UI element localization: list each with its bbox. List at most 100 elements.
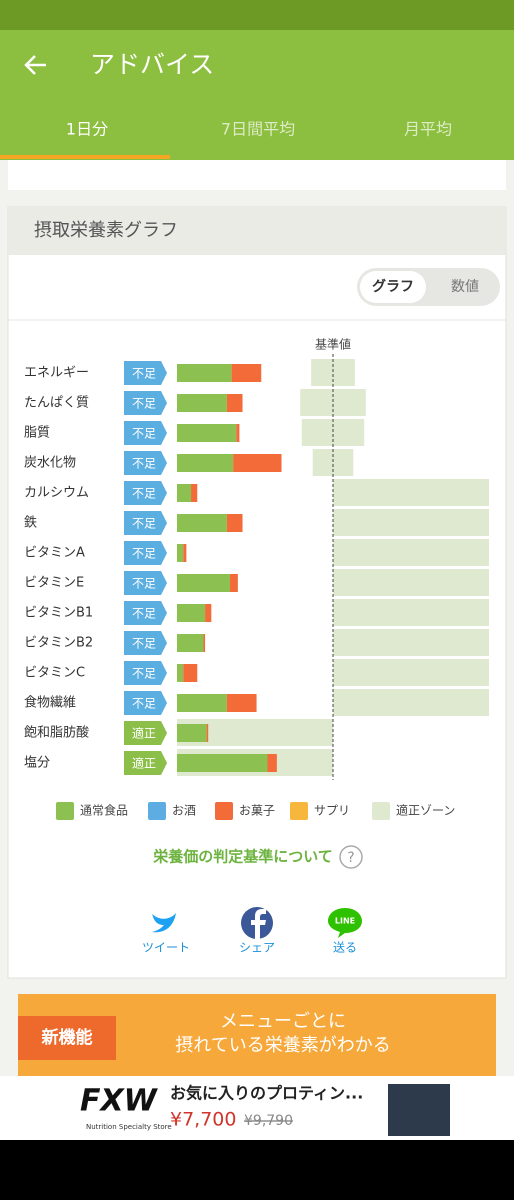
toggle-graph[interactable]: グラフ [372,278,414,295]
legend-label: お菓子 [239,804,275,818]
zone [333,479,489,506]
bar-segment [203,634,206,652]
share-line[interactable]: 送る [333,940,357,955]
line-icon[interactable] [328,908,362,938]
bar-segment [226,514,243,532]
zone [333,539,489,566]
bar-segment [183,664,198,682]
reference-label: 基準値 [315,337,351,352]
status-badge [124,571,167,595]
bar-segment [177,514,227,532]
nutrient-label: カルシウム [24,486,89,501]
nutrient-label: 塩分 [24,756,50,771]
toggle-values[interactable]: 数値 [451,279,479,295]
status-label: 適正 [132,727,156,741]
status-badge [124,481,167,505]
zone [333,689,489,716]
nutrient-label: ビタミンB2 [24,636,93,651]
bar-segment [177,664,184,682]
bar-segment [177,364,232,382]
help-icon[interactable] [339,845,363,869]
zone [333,659,489,686]
bar-segment [177,454,234,472]
status-badge [124,361,167,385]
legend-swatch [56,802,74,820]
back-button[interactable] [24,55,46,75]
status-label: 不足 [132,427,156,441]
card-header [8,207,506,255]
status-label: 不足 [132,637,156,651]
tab[interactable]: 月平均 [404,120,452,139]
bar-segment [177,694,227,712]
banner-badge-text: 新機能 [41,1027,93,1048]
nutrient-label: たんぱく質 [24,395,89,411]
zone [333,569,489,596]
bar-segment [177,394,227,412]
nutrient-label: 炭水化物 [24,455,76,471]
status-label: 不足 [132,367,156,381]
bar-segment [177,724,207,742]
legend-swatch [290,802,308,820]
app-title: アドバイス [90,50,214,79]
share-twitter[interactable]: ツイート [142,941,190,955]
bar-segment [226,394,243,412]
nutrient-label: 脂質 [24,425,50,441]
bar-segment [267,754,277,772]
bar-segment [177,544,184,562]
status-badge [124,511,167,535]
nutrient-label: ビタミンC [24,666,85,681]
bar-segment [177,604,206,622]
share-facebook[interactable]: シェア [239,941,275,955]
bar-segment [177,424,237,442]
toggle-active [360,271,426,303]
status-badge [124,721,167,745]
nutrient-label: 鉄 [24,516,37,531]
zone [333,509,489,536]
bar-segment [183,544,187,562]
status-label: 不足 [132,607,156,621]
banner-line: メニューごとに [220,1011,346,1032]
legend-label: 適正ゾーン [396,804,455,818]
status-label: 不足 [132,667,156,681]
bar-segment [233,454,282,472]
nutrient-label: 食物繊維 [24,695,76,711]
criteria-link[interactable]: 栄養価の判定基準について [152,848,333,866]
status-label: 不足 [132,397,156,411]
bar-segment [226,694,257,712]
status-badge [124,691,167,715]
bar-segment [177,634,204,652]
status-label: 不足 [132,697,156,711]
status-badge [124,601,167,625]
legend-swatch [372,802,390,820]
ad-image [388,1084,450,1136]
twitter-icon[interactable] [152,913,176,933]
bar-segment [177,484,192,502]
ad-brand: FXW [80,1084,159,1119]
card-title: 摂取栄養素グラフ [34,220,178,241]
tab[interactable]: 1日分 [66,120,108,139]
line-icon-text: LINE [335,917,355,926]
status-badge [124,631,167,655]
app-bar [0,30,514,160]
nutrient-label: ビタミンA [24,546,85,561]
facebook-glyph [251,909,266,939]
status-label: 不足 [132,577,156,591]
legend-label: サプリ [314,804,350,818]
bar-segment [177,574,231,592]
tab[interactable]: 7日間平均 [221,120,295,139]
banner-badge [18,1016,116,1060]
status-badge [124,541,167,565]
prev-card [8,160,506,190]
banner-line: 摂れている栄養素がわかる [175,1035,390,1056]
bar-segment [205,604,212,622]
status-badge [124,421,167,445]
nutrient-label: 飽和脂肪酸 [24,725,89,741]
legend-swatch [215,802,233,820]
status-label: 不足 [132,517,156,531]
legend-label: 通常食品 [80,804,128,818]
nutrient-label: ビタミンB1 [24,606,93,621]
zone [333,599,489,626]
